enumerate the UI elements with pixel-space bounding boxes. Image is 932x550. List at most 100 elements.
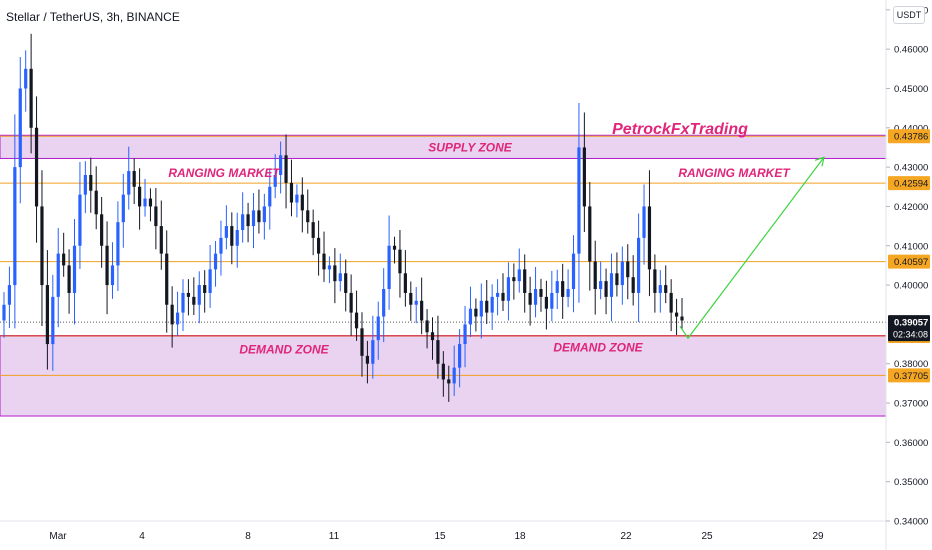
candle-body (241, 214, 245, 231)
candle-body (637, 237, 641, 293)
candle-body (24, 68, 28, 89)
level-badge (888, 176, 930, 191)
y-tick-label: 0.46000 (894, 45, 928, 56)
candle-body (577, 147, 581, 254)
candle-body (468, 308, 473, 325)
candle-body (604, 281, 608, 297)
candle-body (219, 237, 223, 254)
candle-body (506, 277, 511, 301)
currency-button[interactable]: USDT (893, 6, 925, 24)
candle-body (523, 269, 527, 293)
candle-body (110, 265, 115, 286)
candle-body (550, 292, 554, 309)
candle-body (138, 186, 142, 207)
candle-body (561, 281, 565, 297)
candle-body (371, 340, 375, 364)
candle-body (289, 182, 294, 203)
y-tick-label: 0.36000 (894, 438, 928, 449)
candle-body (246, 214, 250, 227)
candle-body (533, 289, 538, 305)
x-tick-label: Mar (49, 531, 67, 542)
candle-body (349, 292, 353, 313)
candle-body (235, 230, 239, 246)
candle-body (626, 261, 630, 278)
candle-body (262, 206, 266, 223)
candle-body (295, 194, 299, 203)
candle-body (268, 186, 272, 207)
y-tick-label: 0.35000 (894, 477, 928, 488)
projection-arrow[interactable] (679, 156, 825, 340)
candle-body (485, 300, 489, 313)
candle-body (197, 285, 201, 305)
candle-body (34, 127, 39, 207)
candle-body (452, 367, 456, 384)
x-tick-label: 11 (329, 531, 340, 542)
candle-body (127, 171, 131, 195)
demand-zone-label: DEMAND ZONE (553, 341, 643, 355)
symbol-title[interactable]: Stellar / TetherUS, 3h, BINANCE (6, 10, 180, 24)
candle-body (192, 296, 196, 305)
candle-body (653, 269, 657, 293)
candle-body (2, 304, 6, 321)
x-tick-label: 22 (620, 531, 632, 542)
arrow-head (814, 156, 825, 167)
y-tick-label: 0.38000 (894, 359, 928, 370)
level-badge (888, 254, 930, 269)
candle-body (148, 198, 153, 207)
candle-body (94, 190, 98, 215)
candle-body (582, 147, 586, 207)
watermark-text: PetrockFxTrading (612, 121, 748, 138)
candle-body (403, 273, 407, 293)
candle-body (517, 269, 521, 282)
candle-body (420, 300, 424, 321)
y-tick-label: 0.42000 (894, 202, 928, 213)
y-tick-label: 0.44000 (894, 123, 928, 134)
x-tick-label: 25 (701, 531, 713, 542)
y-tick-label: 0.41000 (894, 241, 928, 252)
candle-body (479, 300, 483, 317)
candle-body (414, 300, 418, 305)
candle-body (458, 344, 462, 368)
candle-body (333, 265, 337, 282)
candle-body (425, 320, 429, 333)
candle-body (680, 316, 684, 321)
candle-body (555, 281, 559, 293)
candle-body (664, 285, 668, 293)
candle-body (360, 328, 364, 356)
candle-body (658, 285, 662, 293)
candle-body (62, 253, 66, 266)
candle-body (599, 281, 603, 290)
candle-body (620, 261, 624, 286)
candle-body (398, 249, 402, 274)
candle-body (447, 379, 451, 384)
candle-body (56, 253, 60, 297)
ranging-market-label: RANGING MARKET (168, 166, 281, 180)
candle-body (100, 214, 104, 246)
candle-body (474, 308, 478, 317)
candle-body (615, 273, 619, 286)
candle-body (430, 332, 435, 341)
candle-body (67, 265, 71, 293)
candle-body (143, 198, 147, 207)
candle-body (354, 312, 359, 329)
candle-body (224, 226, 228, 238)
candle-body (588, 206, 592, 262)
candle-body (571, 253, 576, 290)
candle-body (382, 289, 386, 317)
candle-body (29, 68, 33, 128)
y-tick-label: 0.40000 (894, 281, 928, 292)
candle-body (121, 194, 125, 223)
candle-body (387, 245, 391, 290)
candle-body (165, 253, 169, 305)
candle-body (181, 292, 185, 313)
candle-body (273, 174, 277, 187)
level-badge-label: 0.43786 (894, 132, 928, 143)
candle-body (83, 174, 87, 195)
x-tick-label: 4 (139, 531, 145, 542)
candle-body (279, 155, 283, 175)
candle-body (669, 292, 673, 313)
candle-body (230, 226, 234, 246)
candle-body (105, 245, 109, 286)
